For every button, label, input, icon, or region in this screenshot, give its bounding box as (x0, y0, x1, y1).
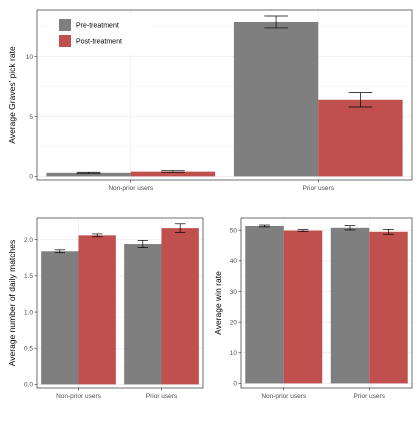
legend-swatch-post (59, 35, 71, 47)
x-tick-label: Non-prior users (261, 393, 307, 400)
y-tick-label: 0 (29, 174, 33, 181)
error-bar-pre-prior (344, 225, 356, 231)
error-bar-post-non-prior (91, 233, 103, 238)
y-tick-label: 30 (230, 289, 238, 296)
bar-post-prior (318, 99, 403, 177)
bar-pre-prior (233, 21, 319, 177)
y-tick-label: 40 (230, 258, 238, 265)
error-bar-post-non-prior (161, 170, 185, 173)
x-tick-label: Non-prior users (108, 185, 154, 192)
error-bar-post-prior (383, 228, 394, 235)
x-tick-label: Prior users (354, 393, 386, 400)
chart-panel-1: 0 5 10 Non-prior users Prior users Average Gr… (7, 9, 413, 192)
bar-pre-non-prior (46, 172, 131, 177)
bar-post-non-prior (130, 171, 216, 177)
y-tick-label: 5 (29, 114, 33, 121)
error-bar-post-non-prior (297, 229, 309, 232)
x-tick-label: Prior users (303, 185, 335, 192)
panel-border (240, 217, 413, 389)
error-bar-pre-non-prior (76, 171, 101, 174)
legend-label-pre: Pre-treatment (76, 23, 119, 30)
y-tick-label: 2.0 (24, 237, 33, 244)
chart-panel-2: 0.0 0.5 1.0 1.5 2.0 Non-prior users Prior user… (7, 217, 204, 400)
legend: Pre-treatment Post-treatment (47, 14, 147, 54)
bar-post-non-prior (283, 230, 323, 384)
y-tick-label: 0.0 (24, 382, 33, 389)
bar-post-prior (161, 228, 199, 385)
y-axis-title: Average number of daily matches (7, 240, 17, 366)
error-bar-pre-prior (137, 240, 149, 249)
y-tick-label: 0 (233, 381, 237, 388)
legend-label-post: Post-treatment (76, 39, 122, 46)
error-bar-post-prior (348, 92, 373, 108)
x-tick-label: Prior users (146, 393, 178, 400)
error-bar-pre-non-prior (54, 249, 66, 254)
y-tick-label: 1.5 (24, 273, 33, 280)
error-bar-pre-non-prior (259, 224, 270, 228)
y-tick-label: 10 (230, 350, 238, 357)
y-tick-label: 1.0 (24, 309, 33, 316)
bar-pre-non-prior (41, 251, 79, 385)
y-tick-label: 10 (26, 54, 34, 61)
bar-pre-prior (330, 227, 370, 384)
y-axis-title: Average Graves' pick rate (7, 46, 17, 144)
y-tick-label: 50 (230, 228, 238, 235)
error-bar-pre-prior (264, 15, 288, 29)
chart-panel-3: 0 10 20 30 40 50 Non-prior users Prior users Ave… (213, 217, 413, 400)
panel-border (36, 217, 204, 389)
bar-post-non-prior (78, 235, 116, 385)
y-axis-title: Average win rate (213, 271, 223, 335)
bar-pre-non-prior (245, 225, 284, 384)
y-tick-label: 0.5 (24, 346, 33, 353)
x-tick-label: Non-prior users (56, 393, 102, 400)
error-bar-post-prior (174, 223, 186, 233)
bar-pre-prior (124, 244, 162, 385)
legend-swatch-pre (59, 19, 71, 31)
y-tick-label: 20 (230, 319, 238, 326)
bar-post-prior (369, 231, 408, 384)
panel-border (36, 9, 413, 181)
